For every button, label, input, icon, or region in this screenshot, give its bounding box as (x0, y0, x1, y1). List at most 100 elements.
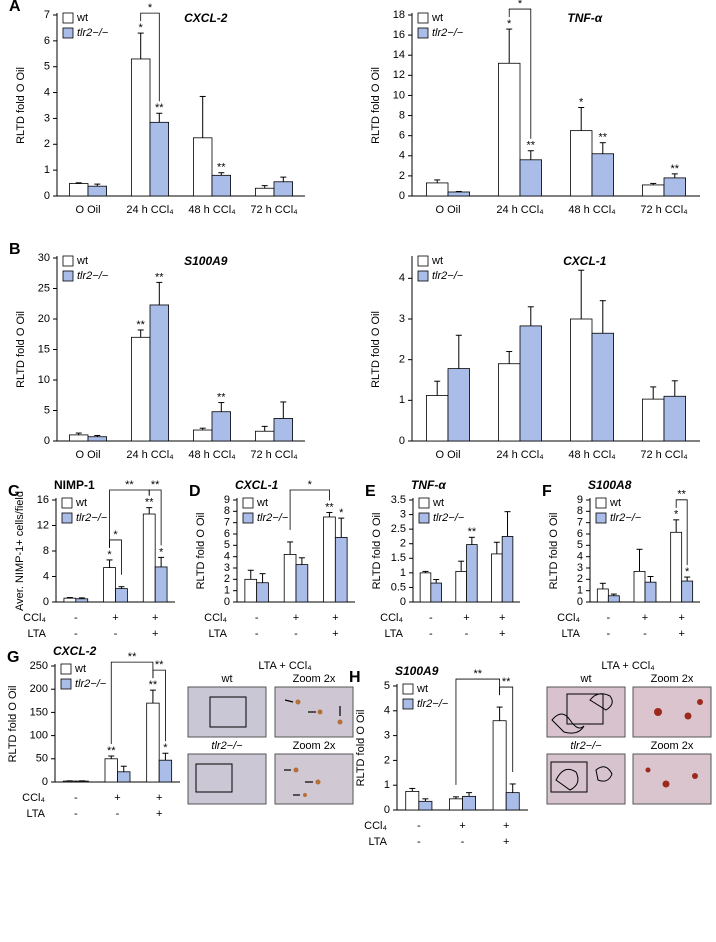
significance: * (579, 96, 584, 108)
micrograph-title: LTA + CCl₄ (601, 660, 655, 672)
y-tick-label: 1 (400, 567, 406, 579)
legend-label: wt (75, 497, 87, 509)
legend-swatch (62, 27, 74, 39)
legend-label: tlr2−/− (257, 512, 289, 524)
micrograph-label: Zoom 2x (293, 740, 336, 752)
x-row-value: + (678, 612, 684, 624)
x-row-value: + (642, 612, 648, 624)
legend-swatch (418, 512, 430, 524)
bar (505, 792, 520, 811)
legend-label: tlr2−/− (432, 270, 464, 282)
bar (69, 434, 89, 442)
chart-title: CXCL-2 (184, 11, 228, 25)
y-tick-label: 2 (44, 138, 50, 150)
x-row-label: CCl₄ (22, 792, 45, 804)
y-tick-label: 6 (44, 35, 50, 47)
bar (211, 411, 232, 442)
y-tick-label: 0 (400, 596, 406, 608)
bar (130, 336, 151, 442)
y-tick-label: 3 (399, 313, 405, 325)
legend-swatch (417, 255, 429, 267)
y-tick-label: 15 (38, 343, 50, 355)
y-tick-label: 200 (30, 683, 48, 695)
significance: * (685, 566, 690, 578)
bar (154, 566, 168, 603)
bracket-label: ** (128, 651, 137, 663)
x-row-value: + (156, 792, 162, 804)
x-row-value: - (114, 628, 118, 640)
y-tick-label: 8 (43, 545, 49, 557)
bar (642, 184, 665, 197)
x-row-value: - (255, 628, 259, 640)
x-row-value: + (152, 628, 158, 640)
bracket-label: ** (151, 479, 160, 491)
y-axis-label: RLTD fold O Oil (195, 513, 207, 590)
y-tick-label: 3 (577, 562, 583, 574)
zoom-box (195, 763, 233, 793)
y-tick-label: 12 (393, 69, 405, 81)
x-row-value: - (606, 628, 610, 640)
zoom-box (566, 693, 604, 725)
chart: 0 50 100 150 200 250 RLTD fold O Oil CXCL-2 G CCl… (7, 644, 180, 820)
x-tick-label: 72 h CCl₄ (250, 449, 298, 461)
x-row-value: - (417, 836, 421, 848)
bar (254, 187, 275, 197)
bar (519, 325, 543, 442)
bar (115, 588, 128, 603)
bar (117, 771, 131, 783)
micrograph (632, 753, 712, 805)
chart: 0 1 2 3 4 5 RLTD fold O Oil S100A9 H CCl₄ - + + LTA - -… (349, 664, 528, 848)
bar (663, 177, 687, 197)
y-tick-label: 0 (399, 435, 405, 447)
x-row-value: + (332, 628, 338, 640)
y-tick-label: 1 (399, 394, 405, 406)
bar (103, 567, 116, 603)
chart-title: NIMP-1 (54, 478, 95, 492)
y-tick-label: 5 (577, 539, 583, 551)
legend-label: tlr2−/− (433, 512, 465, 524)
bar (192, 137, 213, 197)
bracket (148, 489, 162, 546)
y-axis-label: RLTD fold O Oil (371, 513, 383, 590)
significance: * (339, 507, 344, 519)
x-row-value: + (503, 820, 509, 832)
x-row-value: - (429, 612, 433, 624)
legend-label: wt (416, 683, 428, 695)
bracket-label: * (518, 0, 523, 10)
bar (63, 597, 77, 603)
x-row-value: - (606, 612, 610, 624)
bar (519, 159, 543, 197)
bar (69, 183, 89, 197)
micrograph-label: wt (580, 673, 592, 685)
x-row-label: LTA (26, 808, 45, 820)
micrograph-label: Zoom 2x (293, 673, 336, 685)
x-row-value: + (678, 628, 684, 640)
y-tick-label: 0 (42, 776, 48, 788)
bar (430, 582, 442, 603)
x-row-value: - (461, 836, 465, 848)
legend-swatch (595, 512, 607, 524)
x-tick-label: O Oil (435, 204, 460, 216)
bar (87, 185, 108, 197)
micrograph (274, 753, 354, 805)
x-row-value: + (499, 612, 505, 624)
x-row-label: CCl₄ (23, 612, 46, 624)
significance: * (674, 509, 679, 521)
bar (607, 595, 620, 603)
y-axis-label: Aver. NIMP-1+ cells/field (14, 491, 26, 611)
chart: 0 0.5 1 1.5 2 2.5 3 3.5 RLTD fold O Oil TNF-α E CCl… (365, 478, 520, 640)
bar (570, 318, 593, 442)
y-axis-label: RLTD fold O Oil (355, 710, 367, 787)
y-tick-label: 4 (43, 570, 49, 582)
x-tick-label: 72 h CCl₄ (640, 449, 688, 461)
outline (555, 766, 613, 791)
bar (146, 702, 160, 783)
significance: * (507, 18, 512, 30)
bracket-label: ** (677, 489, 686, 501)
bracket-label: * (148, 2, 153, 14)
bar (192, 429, 213, 442)
x-row-value: - (74, 792, 78, 804)
x-row-value: + (114, 792, 120, 804)
chart-title: CXCL-1 (563, 254, 607, 268)
